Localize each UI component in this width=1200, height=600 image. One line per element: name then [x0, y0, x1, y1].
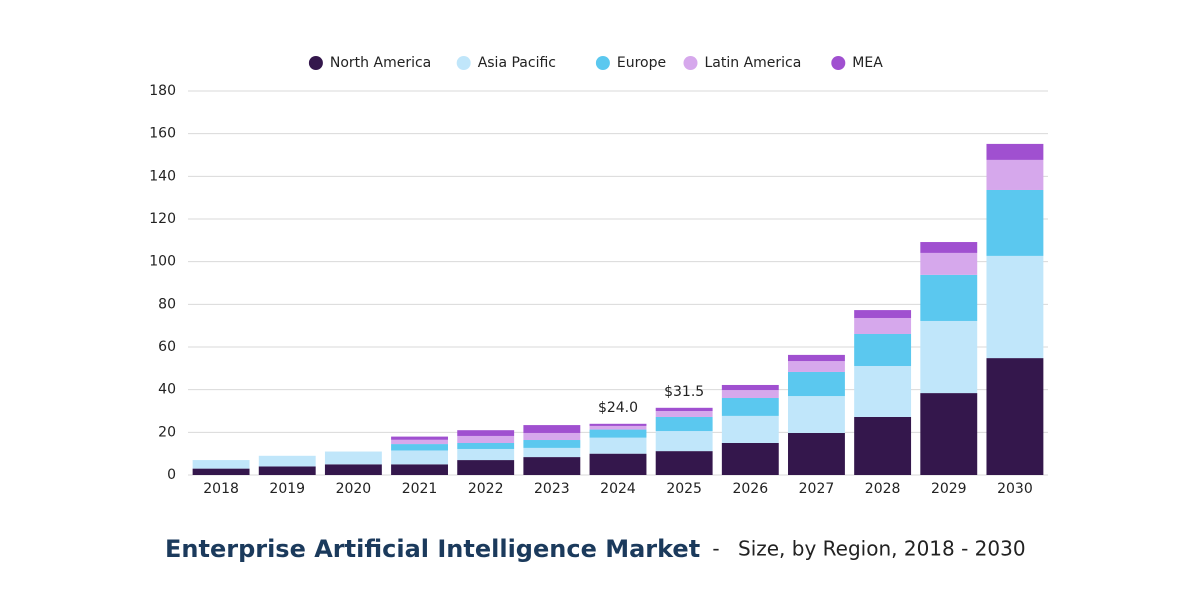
bar-segment	[589, 425, 647, 430]
chart-title: Enterprise Artificial Intelligence Marke…	[165, 535, 700, 563]
legend-marker	[683, 56, 698, 70]
bar-segment	[523, 457, 581, 475]
y-tick-label: 80	[158, 296, 176, 312]
chart-subtitle: Size, by Region, 2018 - 2030	[738, 537, 1026, 561]
bar-segment	[920, 320, 978, 394]
bar-segment	[391, 436, 448, 440]
x-tick-label: 2020	[336, 481, 372, 497]
bar-segment	[986, 358, 1044, 475]
bar-segment	[523, 432, 581, 441]
bar-segment	[788, 361, 845, 372]
title-separator: -	[712, 537, 719, 561]
bar-segment	[721, 415, 779, 443]
bar-segment	[457, 435, 515, 443]
bar-segment	[655, 451, 713, 475]
bar-segment	[854, 317, 912, 334]
bar-segment	[457, 460, 515, 475]
x-tick-label: 2029	[931, 481, 967, 497]
bar-segment	[854, 310, 912, 318]
legend-marker	[595, 56, 610, 70]
bar-segment	[920, 393, 978, 475]
bar-segment	[854, 333, 912, 366]
legend-label: Asia Pacific	[478, 55, 556, 71]
bar-segment	[391, 444, 448, 451]
bar-segment	[920, 252, 978, 275]
x-tick-label: 2021	[402, 481, 438, 497]
legend-marker	[308, 56, 323, 70]
x-tick-label: 2030	[997, 481, 1033, 497]
bar-segment	[721, 397, 779, 416]
x-tick-label: 2019	[269, 481, 305, 497]
x-tick-label: 2026	[732, 481, 768, 497]
y-tick-label: 20	[158, 424, 176, 440]
bar-segment	[457, 430, 515, 436]
total-label: $31.5	[664, 384, 704, 400]
legend-label: North America	[330, 55, 431, 71]
bar-segment	[721, 390, 779, 398]
bar-segment	[391, 450, 448, 465]
bar-segment	[457, 443, 515, 449]
x-tick-label: 2024	[600, 481, 636, 497]
y-tick-label: 100	[149, 254, 176, 270]
total-label: $24.0	[598, 400, 638, 416]
x-tick-label: 2018	[203, 481, 239, 497]
bar-segment	[192, 468, 250, 475]
bar-segment	[920, 242, 978, 253]
bar-segment	[589, 453, 647, 475]
bar-segment	[986, 189, 1044, 256]
bar-segment	[523, 440, 581, 448]
y-tick-label: 140	[149, 168, 176, 184]
bar-segment	[589, 423, 647, 426]
bar-segment	[523, 425, 581, 433]
bar-segment	[258, 455, 316, 467]
x-tick-label: 2023	[534, 481, 570, 497]
bar-segment	[589, 429, 647, 438]
y-tick-label: 40	[158, 382, 176, 398]
bar-segment	[258, 466, 316, 475]
bar-segment	[986, 143, 1044, 160]
bar-segment	[589, 437, 647, 454]
bar-segment	[655, 416, 713, 432]
x-tick-label: 2027	[799, 481, 835, 497]
bar-segment	[986, 159, 1044, 190]
bar-segment	[192, 460, 250, 469]
y-tick-label: 60	[158, 339, 176, 355]
legend-label: MEA	[852, 55, 883, 71]
bar-segment	[655, 407, 713, 411]
bar-segment	[324, 451, 382, 465]
bar-segment	[788, 396, 845, 433]
bar-segment	[523, 447, 581, 458]
y-tick-label: 160	[149, 126, 176, 142]
bar-segment	[920, 274, 978, 321]
bar-segment	[391, 464, 448, 475]
y-tick-label: 0	[167, 467, 176, 483]
bar-segment	[788, 432, 845, 475]
legend-label: Latin America	[705, 55, 802, 71]
bar-segment	[457, 448, 515, 461]
bar-segment	[788, 371, 845, 397]
bar-segment	[721, 443, 779, 475]
bar-segment	[391, 439, 448, 445]
legend-marker	[456, 56, 471, 70]
bar-segment	[788, 354, 845, 362]
bar-segment	[854, 416, 912, 475]
legend-label: Europe	[617, 55, 666, 71]
x-tick-label: 2028	[865, 481, 901, 497]
bar-segment	[324, 464, 382, 475]
bar-segment	[655, 431, 713, 452]
x-tick-label: 2025	[666, 481, 702, 497]
bar-segment	[655, 411, 713, 417]
bar-segment	[721, 384, 779, 391]
y-tick-label: 180	[149, 83, 176, 99]
bar-segment	[986, 255, 1044, 359]
y-tick-label: 120	[149, 211, 176, 227]
bar-segment	[854, 365, 912, 417]
legend-marker	[831, 56, 846, 70]
x-tick-label: 2022	[468, 481, 504, 497]
